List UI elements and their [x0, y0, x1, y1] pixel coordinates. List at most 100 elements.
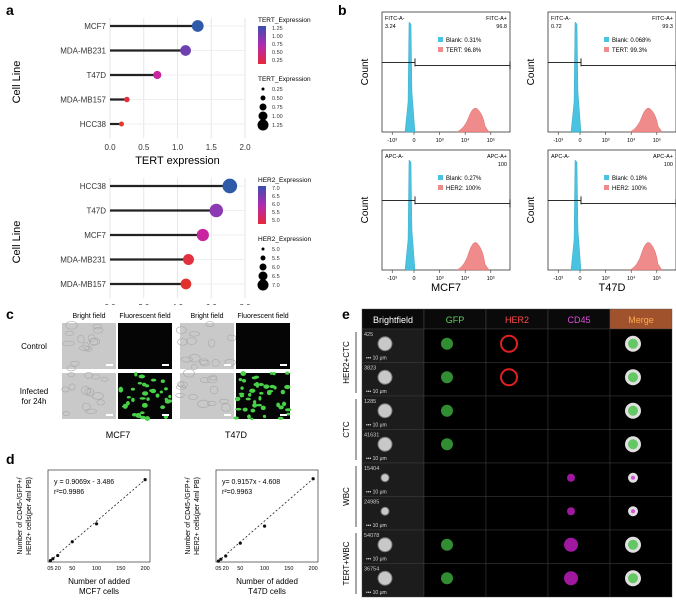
cell-outline — [65, 321, 78, 330]
image-cell — [361, 328, 425, 363]
gate-neg-value: 3.24 — [385, 24, 396, 30]
gfp-cell — [258, 383, 265, 387]
x-tick-label: 0 — [578, 276, 581, 282]
cell-outline — [67, 372, 75, 378]
panel-e-imaging-flow: e Brightfield GFP HER2 CD45 Merge 425 ••• 10 μm… — [342, 306, 673, 598]
lollipop-point — [180, 45, 191, 56]
legend-size-dot — [259, 263, 267, 271]
gfp-cell — [137, 382, 143, 385]
gfp-cell — [240, 386, 244, 390]
x-tick-label: 10⁵ — [653, 275, 661, 282]
legend-entry: TERT: 99.3% — [612, 48, 648, 54]
merge-signal — [628, 338, 638, 349]
cell-outline — [64, 330, 74, 336]
histogram-plot: Count APC-A- APC-A+ 100 Blank: 0.18% HER2: 10… — [526, 149, 676, 282]
gfp-cell — [285, 371, 290, 375]
gfp-signal — [441, 371, 453, 384]
gfp-cell — [276, 402, 280, 408]
y-axis-label: Cell Line — [11, 61, 23, 104]
gfp-cell — [281, 401, 287, 407]
legend-swatch — [438, 37, 443, 42]
legend-tick: 0.75 — [272, 42, 283, 48]
legend-size-dot — [260, 255, 266, 261]
legend-tick: 6.5 — [272, 194, 280, 200]
x-tick-label: 100 — [260, 566, 269, 572]
cd45-signal — [567, 473, 575, 482]
y-axis-label: Count — [360, 196, 371, 223]
gfp-cell — [167, 399, 173, 403]
data-point — [56, 553, 60, 558]
cell-outline — [84, 388, 92, 396]
gfp-cell — [267, 389, 274, 393]
cell-outline — [188, 394, 199, 400]
scale-label: ••• 10 μm — [366, 523, 387, 529]
gfp-cell — [234, 396, 241, 402]
image-cell — [423, 529, 487, 564]
legend-entry: HER2: 100% — [612, 186, 647, 192]
gfp-cell — [284, 384, 291, 390]
gate-neg-label: FITC-A- — [385, 16, 405, 22]
legend-tick: 5.0 — [272, 218, 280, 224]
data-point — [262, 524, 267, 528]
gfp-signal — [441, 572, 453, 585]
gfp-cell — [253, 383, 258, 386]
cell-outline — [206, 375, 218, 384]
cell-outline — [219, 398, 229, 404]
cell-outline — [91, 374, 101, 380]
y-tick-label: MDA-MB231 — [60, 47, 106, 56]
lollipop-point — [222, 178, 238, 194]
scale-bar — [280, 364, 287, 366]
legend-title: HER2_Expression — [258, 236, 311, 243]
x-axis-label: Number of added — [236, 577, 298, 586]
positive-histogram — [456, 242, 490, 271]
x-tick-label: 200 — [141, 566, 150, 572]
image-cell — [423, 395, 487, 430]
image-cell — [547, 362, 611, 397]
legend-size-dot — [259, 103, 267, 111]
cell-outline — [180, 356, 193, 363]
cell-line-label: MCF7 — [106, 430, 131, 440]
cell-outline — [178, 381, 188, 389]
cell-outline — [92, 323, 103, 330]
y-tick-label: HCC38 — [80, 182, 107, 191]
y-axis-label: HER2+ cells(per 4ml PB) — [194, 477, 201, 555]
brightfield-cell — [377, 537, 393, 553]
blank-histogram — [570, 21, 582, 133]
lollipop-point — [180, 278, 192, 290]
cell-outline — [93, 326, 104, 334]
image-cell — [547, 529, 611, 564]
event-id: 15404 — [364, 466, 379, 472]
x-tick-label: 05 — [215, 566, 221, 572]
image-cell — [547, 496, 611, 531]
gfp-cell — [240, 371, 247, 377]
x-tick-label: -10³ — [387, 138, 397, 144]
event-id: 24985 — [364, 500, 379, 506]
gate-pos-label: APC-A+ — [487, 154, 507, 160]
gfp-cell — [259, 391, 264, 395]
cell-outline — [220, 403, 231, 412]
row-label: Infected — [20, 387, 48, 396]
legend-tick: 0.75 — [272, 105, 283, 111]
blank-histogram — [404, 159, 416, 271]
gfp-signal — [441, 538, 453, 551]
legend-title: HER2_Expression — [258, 177, 311, 184]
legend-size-dot — [261, 87, 265, 91]
cell-outline — [186, 337, 197, 345]
gate-pos-label: FITC-A+ — [486, 16, 507, 22]
gfp-cell — [150, 378, 157, 382]
gfp-cell — [238, 392, 245, 396]
y-tick-label: MCF7 — [84, 22, 106, 31]
image-cell — [547, 429, 611, 464]
data-point — [216, 559, 221, 563]
y-axis-label: Cell Line — [11, 221, 23, 264]
x-tick-label: 10⁴ — [461, 275, 470, 282]
cell-outline — [70, 360, 80, 367]
legend-tick: 1.00 — [272, 34, 283, 40]
fit-line — [218, 478, 314, 562]
legend-tick: 0.50 — [272, 96, 283, 102]
data-point — [48, 559, 53, 563]
lollipop-point — [191, 20, 204, 32]
regression-r2: r²=0.9963 — [222, 489, 252, 496]
cell-outline — [77, 334, 85, 344]
gfp-cell — [263, 384, 270, 389]
